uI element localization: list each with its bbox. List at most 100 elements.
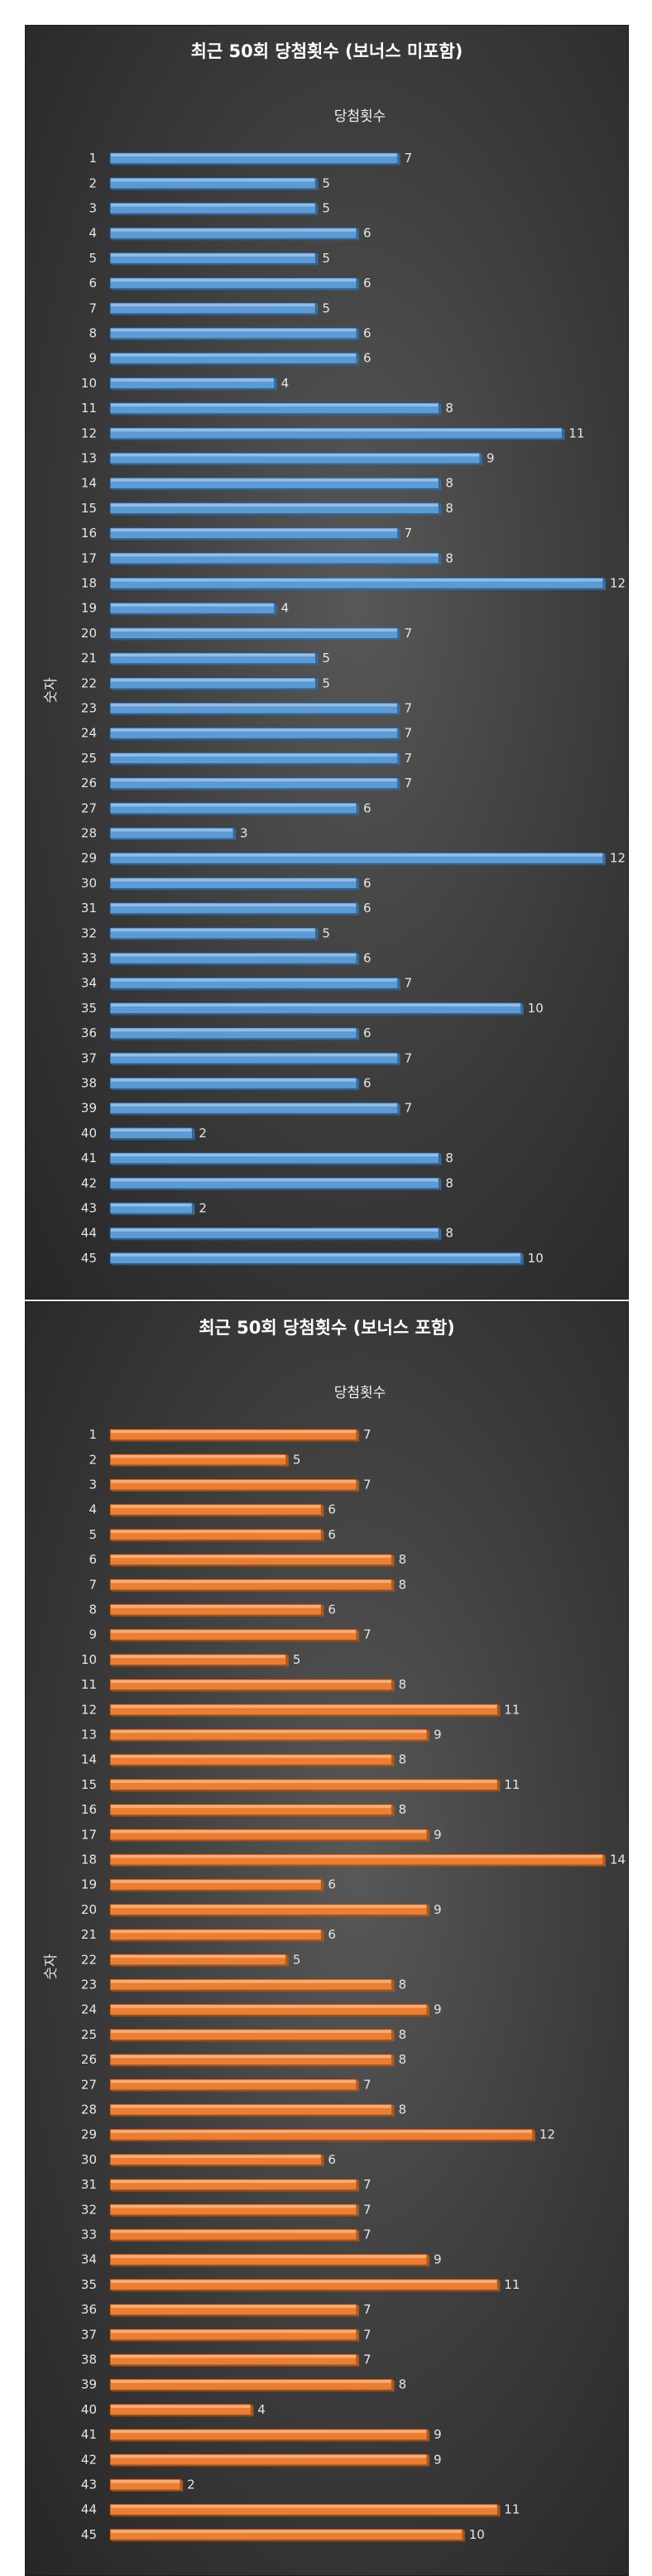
bar: [109, 1804, 395, 1817]
bar: [109, 1878, 324, 1892]
bar: [109, 2228, 359, 2242]
bar: [109, 502, 442, 516]
bar: [109, 277, 359, 291]
bar: [109, 152, 400, 166]
category-label: 40: [81, 2402, 97, 2417]
category-label: 20: [81, 1902, 97, 1917]
bar: [109, 2253, 430, 2267]
data-label: 9: [434, 1827, 442, 1842]
data-label: 6: [363, 226, 372, 241]
data-label: 7: [405, 776, 413, 791]
bar: [109, 2054, 395, 2067]
data-label: 5: [322, 175, 330, 190]
category-label: 25: [81, 2027, 97, 2042]
category-label: 45: [81, 2527, 97, 2542]
data-label: 12: [610, 851, 626, 866]
category-label: 6: [89, 1552, 97, 1567]
data-label: 8: [445, 1175, 453, 1190]
category-label: 43: [81, 2477, 97, 2492]
data-label: 7: [405, 726, 413, 741]
category-label: 23: [81, 701, 97, 716]
data-label: 8: [399, 1802, 407, 1817]
category-label: 25: [81, 751, 97, 766]
bar: [109, 2328, 359, 2342]
data-label: 3: [240, 826, 248, 841]
data-label: 5: [293, 1652, 301, 1667]
data-label: 7: [363, 2302, 372, 2317]
data-label: 8: [399, 2103, 407, 2117]
category-label: 28: [81, 826, 97, 841]
category-label: 3: [89, 1478, 97, 1492]
chart-title: 최근 50회 당첨횟수 (보너스 포함): [199, 1318, 455, 1338]
category-label: 10: [81, 376, 97, 391]
data-label: 5: [322, 651, 330, 666]
data-label: 12: [539, 2127, 555, 2142]
category-label: 9: [89, 1627, 97, 1642]
category-label: 2: [89, 1452, 97, 1467]
category-label: 17: [81, 1827, 97, 1842]
data-label: 6: [363, 1026, 372, 1040]
bar: [109, 877, 359, 891]
bar: [109, 1077, 359, 1090]
bar: [109, 477, 442, 491]
bar: [109, 777, 400, 791]
category-label: 30: [81, 876, 97, 891]
bar: [109, 377, 277, 391]
data-label: 6: [328, 1527, 336, 1542]
data-label: 6: [363, 326, 372, 341]
data-label: 6: [363, 951, 372, 966]
category-label: 39: [81, 1101, 97, 1116]
data-label: 8: [399, 1752, 407, 1767]
category-label: 35: [81, 1001, 97, 1016]
bar: [109, 1753, 395, 1767]
bar: [109, 1779, 501, 1792]
category-label: 22: [81, 1952, 97, 1967]
bar: [109, 1529, 324, 1542]
bar: [109, 1127, 195, 1141]
bar: [109, 1579, 395, 1592]
data-label: 7: [405, 1050, 413, 1065]
bar: [109, 2279, 501, 2292]
bar: [109, 1554, 395, 1567]
data-label: 9: [434, 2427, 442, 2442]
data-label: 7: [363, 1627, 372, 1642]
y-axis-label: 숫자: [43, 1954, 60, 1980]
data-label: 6: [363, 351, 372, 366]
data-label: 8: [445, 401, 453, 416]
bar: [109, 1853, 606, 1867]
bar: [109, 427, 565, 440]
bar: [109, 2128, 535, 2142]
data-label: 10: [528, 1001, 544, 1016]
bar: [109, 202, 319, 215]
bar: [109, 852, 606, 866]
category-label: 43: [81, 1201, 97, 1216]
data-label: 8: [399, 1577, 407, 1592]
category-label: 34: [81, 976, 97, 991]
category-label: 1: [89, 151, 97, 166]
bar: [109, 577, 606, 590]
category-label: 17: [81, 550, 97, 565]
data-label: 9: [434, 2252, 442, 2267]
category-label: 24: [81, 2002, 97, 2017]
category-label: 34: [81, 2252, 97, 2267]
bar: [109, 1429, 359, 1442]
bar: [109, 2429, 430, 2442]
category-label: 11: [81, 401, 97, 416]
category-label: 41: [81, 2427, 97, 2442]
bar: [109, 2029, 395, 2042]
category-label: 41: [81, 1151, 97, 1165]
category-label: 45: [81, 1251, 97, 1266]
bar-chart-with-bonus: 최근 50회 당첨횟수 (보너스 포함) 당첨횟수 숫자 1 72 53 74 65 66…: [43, 1318, 626, 2542]
category-label: 8: [89, 1603, 97, 1617]
data-label: 7: [363, 2353, 372, 2367]
data-label: 10: [528, 1251, 544, 1266]
category-label: 3: [89, 201, 97, 216]
category-label: 20: [81, 626, 97, 641]
data-label: 8: [399, 1677, 407, 1692]
chart-title: 최근 50회 당첨횟수 (보너스 미포함): [191, 41, 463, 61]
bar: [109, 752, 400, 766]
category-label: 28: [81, 2103, 97, 2117]
category-label: 15: [81, 1777, 97, 1792]
